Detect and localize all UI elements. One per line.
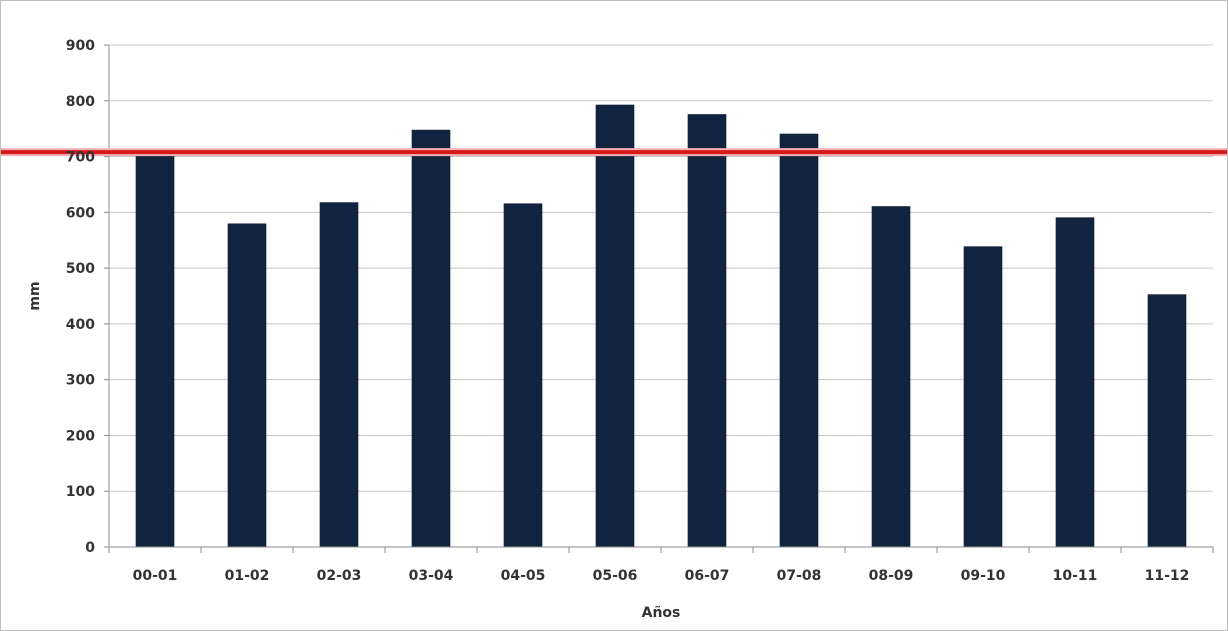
bar-02-03 [319,202,359,547]
y-tick-label: 100 [66,484,95,500]
y-tick-label: 600 [66,205,95,221]
x-tick-label: 11-12 [1145,568,1190,584]
x-tick-label: 00-01 [133,568,178,584]
x-tick-label: 07-08 [777,568,822,584]
x-axis-title: Años [642,605,681,621]
bar-00-01 [135,153,175,547]
x-tick-label: 04-05 [501,568,546,584]
y-tick-label: 200 [66,428,95,444]
bar-04-05 [503,203,543,548]
bar-05-06 [595,104,635,547]
bar-11-12 [1147,294,1187,547]
bar-09-10 [963,246,1003,547]
bar-07-08 [779,133,819,548]
x-tick-label: 02-03 [317,568,362,584]
bars [135,104,1187,548]
bar-06-07 [687,114,727,548]
y-tick-label: 800 [66,94,95,110]
axes [104,44,1214,553]
tick-labels: 0 100 200 300 400 500 600 700 800 900 00-01 01-02 02… [66,38,1190,584]
bar-03-04 [411,129,451,547]
y-tick-label: 0 [85,540,95,556]
y-tick-label: 700 [66,150,95,166]
y-tick-label: 300 [66,373,95,389]
bar-01-02 [227,223,267,547]
x-tick-label: 06-07 [685,568,730,584]
bar-10-11 [1055,217,1095,547]
x-tick-label: 05-06 [593,568,638,584]
x-tick-label: 08-09 [869,568,914,584]
x-tick-label: 03-04 [409,568,454,584]
x-tick-label: 10-11 [1053,568,1098,584]
x-tick-label: 09-10 [961,568,1006,584]
bar-08-09 [871,206,911,547]
y-axis-title: mm [27,281,43,310]
x-tick-label: 01-02 [225,568,270,584]
y-tick-label: 400 [66,317,95,333]
gridlines [109,44,1213,492]
y-tick-label: 900 [66,38,95,54]
y-tick-label: 500 [66,261,95,277]
